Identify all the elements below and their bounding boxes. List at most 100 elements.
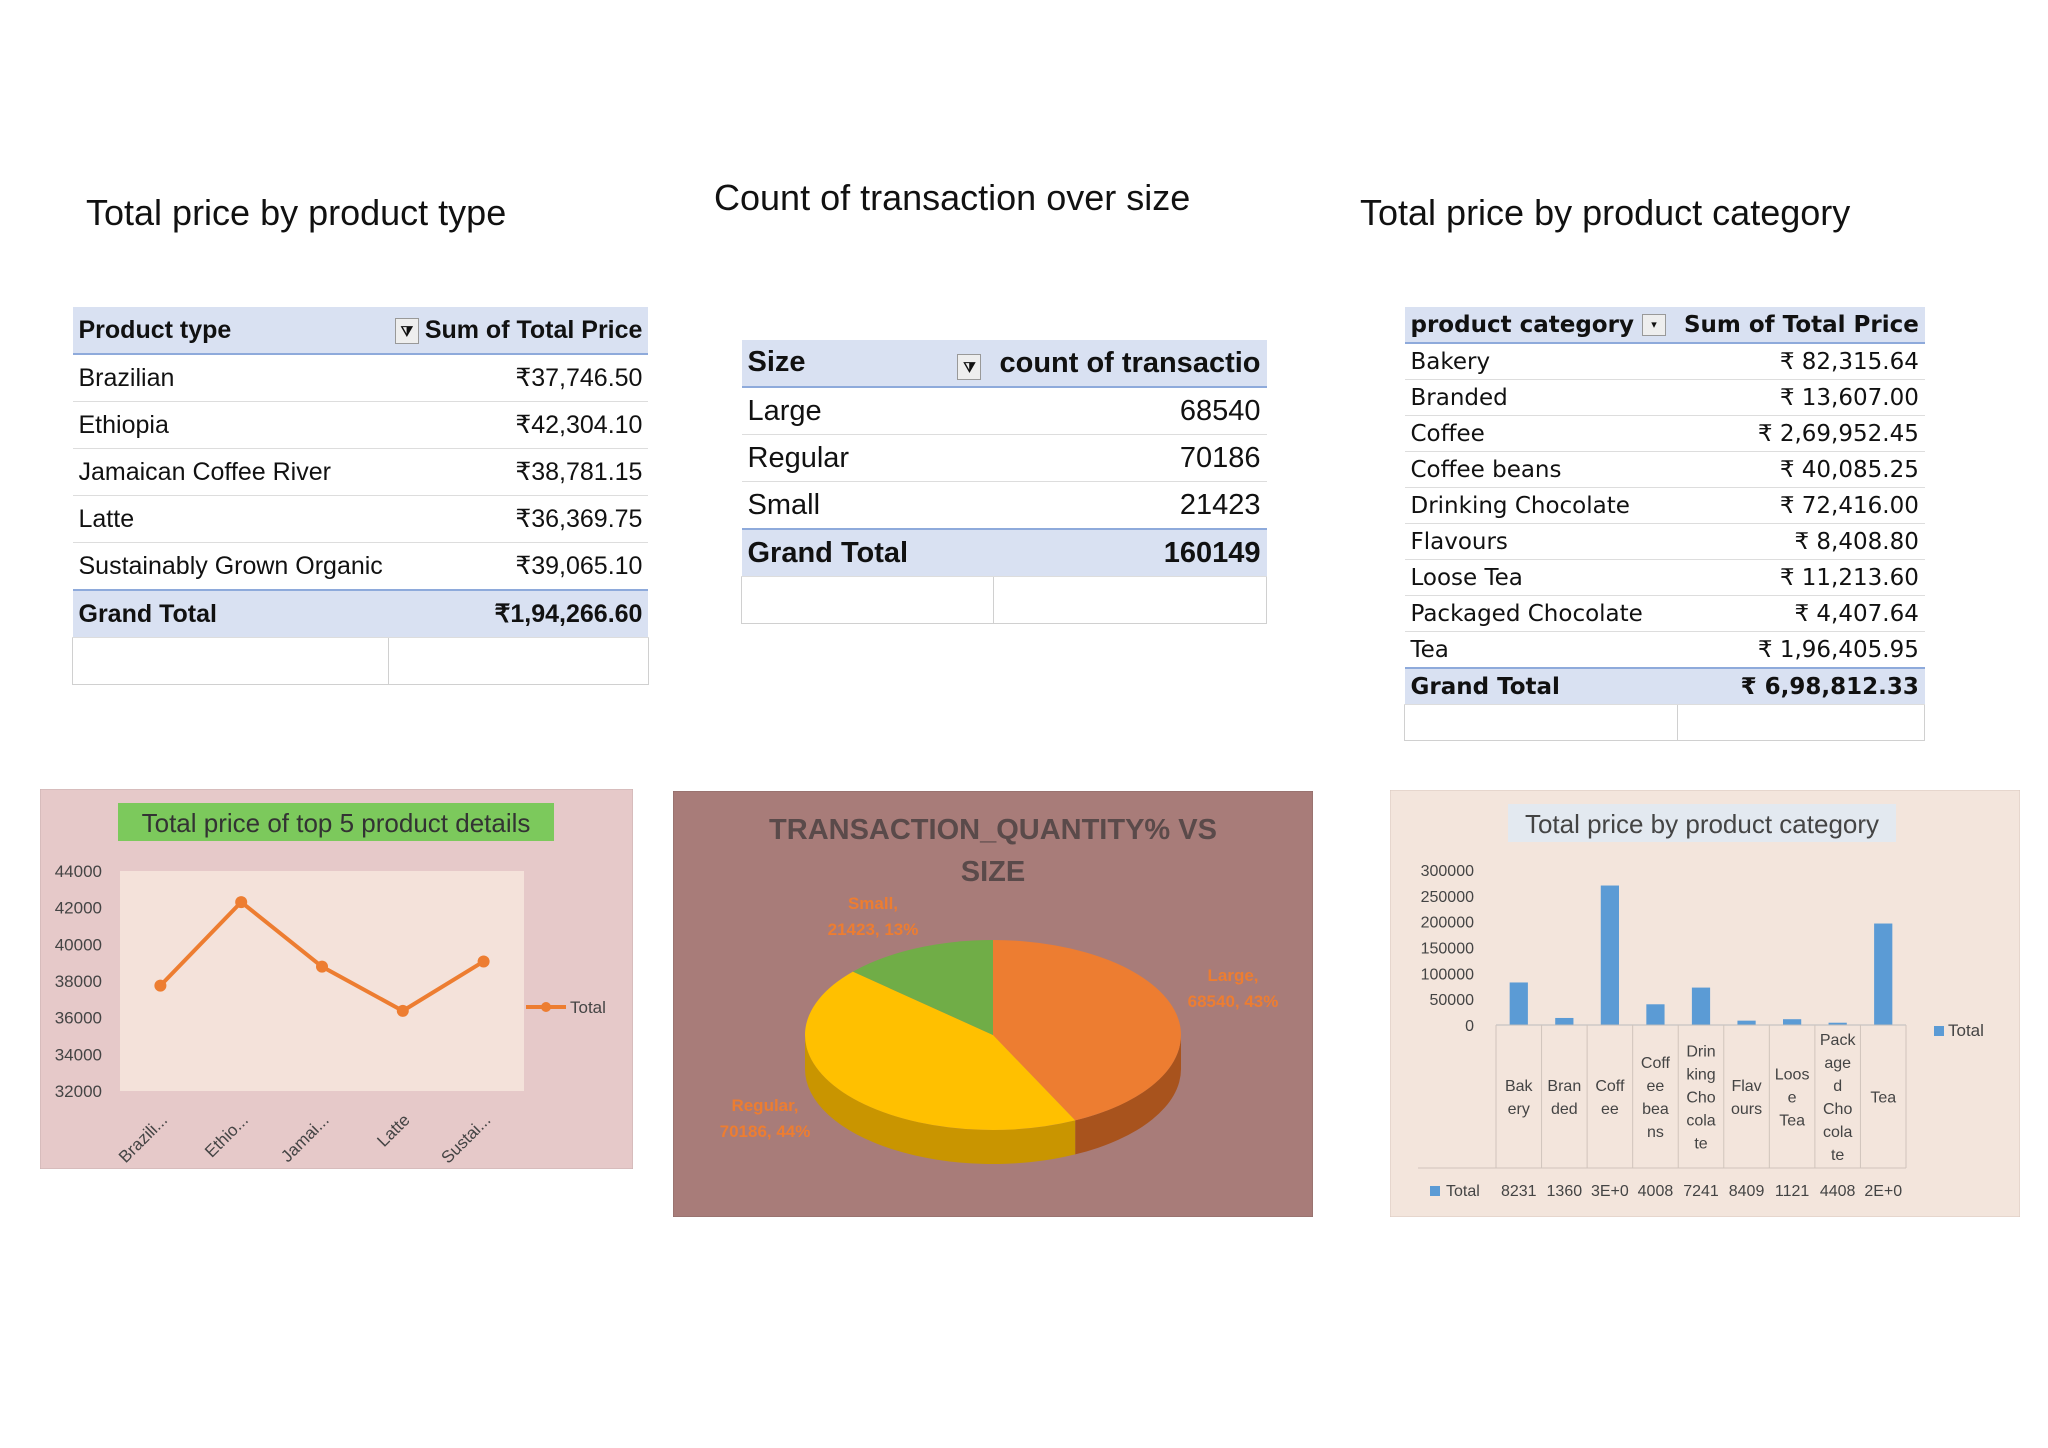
header-size[interactable]: Size ⧩: [741, 340, 994, 388]
y-tick-label: 300000: [1421, 863, 1474, 880]
x-tick-label: Bran: [1547, 1078, 1581, 1095]
x-tick-label: Cho: [1823, 1101, 1852, 1118]
y-tick-label: 40000: [55, 935, 102, 954]
bar-chart-product-category[interactable]: Total price by product category 300000 250…: [1390, 790, 2020, 1217]
pivot-table-size[interactable]: Size ⧩ count of transactio Large 68540 Reg…: [741, 340, 1268, 624]
filter-icon[interactable]: ⧩: [957, 354, 982, 380]
pivot-table-product-type[interactable]: Product type ⧩ Sum of Total Price Brazili…: [71, 307, 649, 685]
header-count[interactable]: count of transactio: [993, 340, 1267, 388]
data-table-value: 1360: [1547, 1183, 1583, 1200]
table-row[interactable]: Bakery ₹ 82,315.64: [1404, 343, 1925, 380]
data-label-large: Large,: [1207, 966, 1258, 985]
table-row[interactable]: Tea ₹ 1,96,405.95: [1404, 631, 1925, 669]
bar-flavours: [1737, 1020, 1756, 1025]
data-label-large-value: 68540, 43%: [1188, 992, 1279, 1011]
pie-chart-transaction-size[interactable]: TRANSACTION_QUANTITY% VS SIZE Large, 68540,…: [673, 791, 1313, 1217]
bar-coffee: [1600, 885, 1619, 1025]
x-tick-label: Coff: [1641, 1055, 1671, 1072]
bar-branded: [1555, 1017, 1574, 1025]
pie-slice-large: [993, 940, 1181, 1121]
table-row[interactable]: Drinking Chocolate ₹ 72,416.00: [1404, 487, 1925, 524]
x-tick-label: Cho: [1686, 1090, 1715, 1107]
empty-row[interactable]: [71, 637, 649, 685]
table-row[interactable]: Large 68540: [741, 387, 1267, 435]
table-row[interactable]: Flavours ₹ 8,408.80: [1404, 523, 1925, 560]
y-tick-label: 100000: [1421, 966, 1474, 983]
y-tick-label: 150000: [1421, 941, 1474, 958]
x-tick-label: king: [1686, 1067, 1715, 1084]
x-tick-label: Flav: [1731, 1078, 1761, 1095]
chart-title-line1: TRANSACTION_QUANTITY% VS: [769, 814, 1217, 846]
x-tick-label: ns: [1647, 1124, 1664, 1141]
x-tick-label: ee: [1601, 1101, 1619, 1118]
pivot-table-category[interactable]: product category ▾ Sum of Total Price Ba…: [1403, 307, 1926, 741]
x-tick-label: e: [1788, 1090, 1797, 1107]
header-sum-total-price[interactable]: ⧩ Sum of Total Price: [388, 307, 649, 355]
y-tick-label: 200000: [1421, 915, 1474, 932]
legend-label: Total: [1948, 1021, 1984, 1040]
table-row[interactable]: Regular 70186: [741, 434, 1267, 482]
data-table-value: 4008: [1638, 1183, 1674, 1200]
filter-icon[interactable]: ⧩: [394, 317, 419, 344]
chart-title: Total price by product category: [1525, 809, 1879, 839]
legend-label: Total: [570, 998, 606, 1017]
table-row[interactable]: Coffee ₹ 2,69,952.45: [1404, 415, 1925, 452]
x-tick-label: ery: [1508, 1101, 1530, 1118]
chart-title: Total price of top 5 product details: [142, 808, 531, 838]
x-tick-label: Tea: [1779, 1113, 1805, 1130]
y-tick-label: 50000: [1430, 992, 1475, 1009]
grand-total-row[interactable]: Grand Total ₹1,94,266.60: [72, 589, 649, 638]
header-sum-total-price[interactable]: Sum of Total Price: [1677, 307, 1925, 344]
x-tick-label: Loos: [1775, 1067, 1810, 1084]
data-point: [235, 896, 248, 909]
data-table-value: 1121: [1775, 1183, 1810, 1200]
line-chart-top5-products[interactable]: Total price of top 5 product details 4400…: [40, 789, 633, 1169]
grand-total-row[interactable]: Grand Total ₹ 6,98,812.33: [1404, 667, 1925, 705]
x-tick-label: Drin: [1686, 1044, 1715, 1061]
data-table-value: 7241: [1683, 1183, 1719, 1200]
bar-drinking-chocolate: [1691, 987, 1711, 1025]
y-tick-label: 42000: [55, 899, 102, 918]
table-row[interactable]: Brazilian ₹37,746.50: [72, 354, 649, 402]
x-tick-label: bea: [1642, 1101, 1669, 1118]
title-product-type: Total price by product type: [86, 192, 507, 233]
pie-slice-side-regular: [805, 1035, 1076, 1164]
table-row[interactable]: Small 21423: [741, 481, 1267, 530]
pie-slice-small: [852, 940, 993, 1035]
header-product-category[interactable]: product category ▾: [1404, 307, 1678, 344]
table-row[interactable]: Loose Tea ₹ 11,213.60: [1404, 559, 1925, 596]
legend-marker: [541, 1002, 551, 1012]
table-row[interactable]: Ethiopia ₹42,304.10: [72, 401, 649, 449]
pie-slice-side-large: [1075, 1035, 1181, 1155]
bar-bakery: [1509, 982, 1528, 1025]
data-label-regular: Regular,: [731, 1096, 798, 1115]
empty-row[interactable]: [1403, 704, 1926, 741]
table-row[interactable]: Jamaican Coffee River ₹38,781.15: [72, 448, 649, 496]
bar-coffee-beans: [1646, 1004, 1665, 1025]
data-point: [396, 1004, 409, 1017]
header-product-type[interactable]: Product type: [72, 307, 389, 355]
data-label-small: Small,: [848, 894, 898, 913]
dropdown-icon[interactable]: ▾: [1641, 314, 1666, 336]
x-tick-label: Coff: [1595, 1078, 1625, 1095]
data-point: [477, 955, 490, 968]
empty-row[interactable]: [741, 576, 1268, 624]
table-row[interactable]: Packaged Chocolate ₹ 4,407.64: [1404, 595, 1925, 632]
y-tick-label: 44000: [55, 862, 102, 881]
x-tick-label: cola: [1686, 1113, 1715, 1130]
data-table-value: 2E+0: [1864, 1183, 1902, 1200]
table-row[interactable]: Branded ₹ 13,607.00: [1404, 379, 1925, 416]
y-tick-label: 38000: [55, 972, 102, 991]
y-tick-label: 250000: [1421, 889, 1474, 906]
title-size: Count of transaction over size: [714, 177, 1191, 218]
table-row[interactable]: Latte ₹36,369.75: [72, 495, 649, 543]
table-row[interactable]: Coffee beans ₹ 40,085.25: [1404, 451, 1925, 488]
data-table-legend-key: [1430, 1186, 1440, 1196]
y-tick-label: 34000: [55, 1045, 102, 1064]
pie-slice-regular: [805, 971, 1076, 1130]
x-tick-label: ee: [1647, 1078, 1665, 1095]
grand-total-row[interactable]: Grand Total 160149: [741, 528, 1267, 577]
data-table-label: Total: [1446, 1183, 1480, 1200]
x-tick-label: d: [1833, 1078, 1842, 1095]
table-row[interactable]: Sustainably Grown Organic ₹39,065.10: [72, 542, 649, 591]
